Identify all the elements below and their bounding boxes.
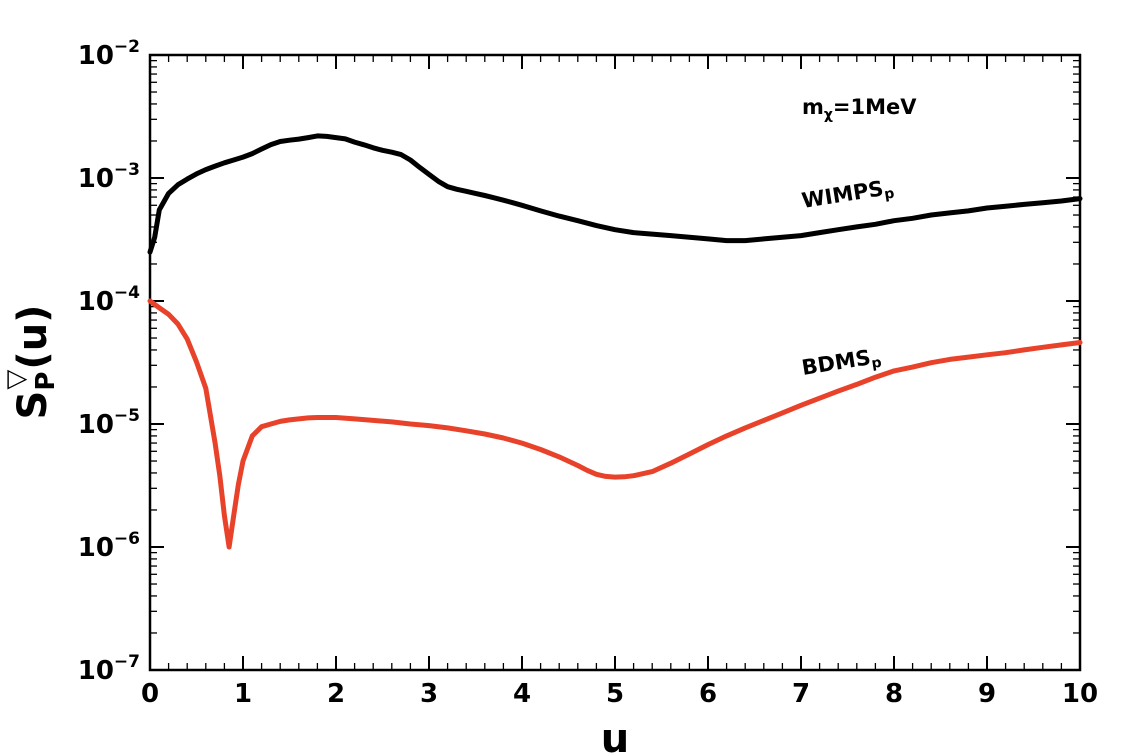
wimps-label-sub: p xyxy=(883,186,895,203)
x-tick-label: 2 xyxy=(327,679,345,709)
series-layer xyxy=(147,133,1083,550)
wimps-label-main: WIMPS xyxy=(800,176,885,213)
mass-annotation-main: m xyxy=(802,95,824,119)
x-tick-label: 7 xyxy=(792,679,810,709)
y-tick-label: 10−5 xyxy=(78,406,140,440)
x-tick-label: 0 xyxy=(141,679,159,709)
x-tick-label: 1 xyxy=(234,679,252,709)
y-axis-title-base: S xyxy=(10,391,56,420)
bdms-curve xyxy=(147,298,1083,550)
y-tick-labels: 10−2 10−3 10−4 10−5 10−6 10−7 xyxy=(78,37,140,686)
y-axis-title-sup: ▽ xyxy=(1,370,31,390)
x-tick-label: 8 xyxy=(885,679,903,709)
y-tick-label: 10−7 xyxy=(78,652,140,686)
x-tick-label: 9 xyxy=(978,679,996,709)
y-tick-label: 10−4 xyxy=(78,283,140,317)
y-tick-label: 10−2 xyxy=(78,37,140,71)
y-axis-title-sub: P xyxy=(31,372,61,391)
y-axis-title-suffix: (u) xyxy=(10,305,56,370)
x-axis-title: u xyxy=(601,716,629,756)
bdms-label-main: BDMS xyxy=(800,345,872,380)
y-axis-title: SP▽(u) xyxy=(1,305,61,420)
x-tick-label: 5 xyxy=(606,679,624,709)
y-tick-label: 10−6 xyxy=(78,529,140,563)
wimps-label: WIMPSp xyxy=(800,175,896,216)
wimps-curve xyxy=(147,133,1083,255)
x-tick-label: 4 xyxy=(513,679,531,709)
x-tick-labels: 0 1 2 3 4 5 6 7 8 9 10 xyxy=(141,679,1098,709)
x-tick-label: 10 xyxy=(1062,679,1098,709)
mass-annotation-sub: χ xyxy=(824,107,833,123)
x-tick-label: 6 xyxy=(699,679,717,709)
axis-ticks xyxy=(149,54,1081,671)
mass-annotation-rest: =1MeV xyxy=(833,95,917,119)
y-tick-label: 10−3 xyxy=(78,160,140,194)
mass-annotation: mχ=1MeV xyxy=(802,95,917,123)
x-tick-label: 3 xyxy=(420,679,438,709)
bdms-label-sub: p xyxy=(870,355,882,372)
